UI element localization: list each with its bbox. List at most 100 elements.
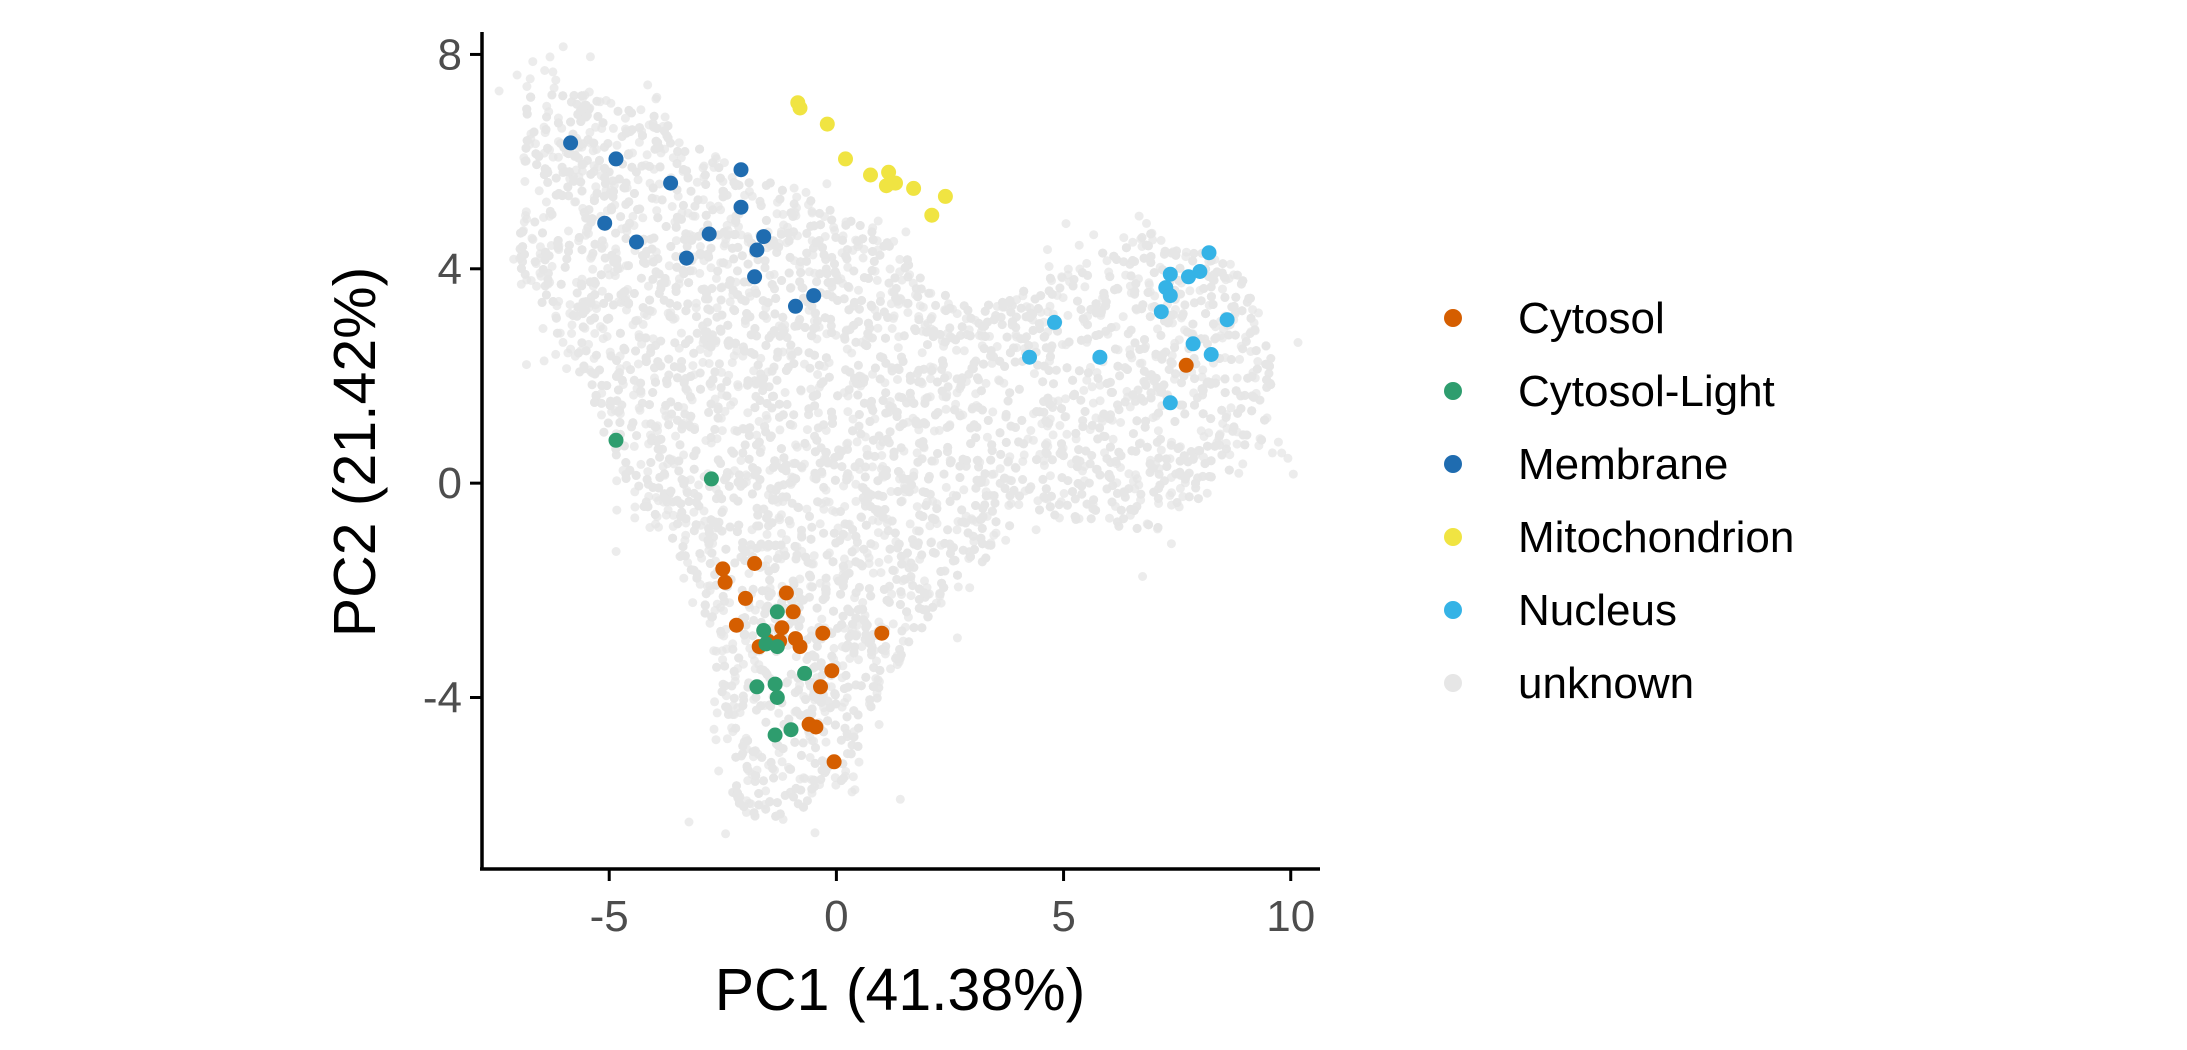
- point-unknown: [636, 459, 646, 469]
- point-unknown: [683, 208, 693, 218]
- point-unknown: [872, 693, 882, 703]
- point-unknown: [872, 275, 882, 285]
- point-unknown: [864, 553, 874, 563]
- point-unknown: [634, 481, 644, 491]
- point-unknown: [541, 125, 551, 135]
- point-unknown: [695, 242, 705, 251]
- point-unknown: [743, 471, 753, 481]
- point-unknown: [802, 504, 812, 514]
- point-unknown: [1190, 374, 1200, 384]
- point-unknown: [1005, 521, 1015, 531]
- point-unknown: [1218, 284, 1227, 294]
- point-unknown: [712, 662, 722, 672]
- point-unknown: [1095, 380, 1105, 390]
- point-unknown: [549, 83, 559, 93]
- point-unknown: [710, 424, 720, 434]
- point-unknown: [895, 254, 905, 264]
- point-unknown: [967, 404, 977, 414]
- point-unknown: [802, 425, 812, 435]
- point-unknown: [686, 186, 696, 196]
- point-unknown: [553, 152, 563, 162]
- point-unknown: [1060, 412, 1070, 422]
- point-unknown: [629, 441, 639, 451]
- point-unknown: [778, 772, 788, 781]
- point-unknown: [588, 264, 598, 274]
- point-unknown: [1198, 365, 1208, 375]
- point-unknown: [670, 338, 680, 348]
- point-unknown: [664, 261, 674, 271]
- point-unknown: [959, 485, 969, 495]
- point-unknown: [612, 140, 622, 150]
- point-unknown: [765, 797, 775, 807]
- point-unknown: [717, 426, 727, 436]
- point-unknown: [912, 502, 922, 512]
- point-unknown: [564, 226, 573, 236]
- point-unknown: [1106, 458, 1116, 467]
- point-unknown: [590, 329, 600, 338]
- point-unknown: [769, 269, 779, 279]
- point-unknown: [694, 480, 704, 490]
- point-unknown: [873, 323, 883, 333]
- point-unknown: [716, 295, 726, 305]
- point-unknown: [661, 510, 671, 520]
- point-unknown: [1185, 286, 1195, 296]
- point-unknown: [1159, 249, 1169, 259]
- point-unknown: [1180, 300, 1190, 310]
- point-unknown: [853, 360, 863, 370]
- point-unknown: [1156, 445, 1166, 455]
- point-unknown: [817, 614, 827, 624]
- point-unknown: [885, 264, 895, 274]
- point-unknown: [904, 637, 914, 647]
- point-unknown: [868, 462, 877, 472]
- point-unknown: [1014, 384, 1024, 394]
- point-unknown: [628, 211, 638, 221]
- point-unknown: [777, 757, 787, 767]
- point-unknown: [843, 407, 853, 417]
- point-unknown: [1087, 382, 1097, 392]
- point-unknown: [743, 776, 753, 786]
- point-unknown: [716, 283, 726, 293]
- point-unknown: [691, 303, 701, 313]
- point-unknown: [729, 351, 739, 361]
- point-unknown: [854, 655, 863, 665]
- point-unknown: [541, 197, 551, 207]
- point-unknown: [1061, 394, 1070, 404]
- point-unknown: [608, 123, 618, 133]
- point-unknown: [565, 300, 575, 310]
- point-unknown: [973, 455, 983, 465]
- point-unknown: [744, 569, 754, 578]
- point-unknown: [746, 799, 756, 809]
- point-unknown: [676, 328, 686, 338]
- point-unknown: [821, 737, 831, 747]
- point-unknown: [521, 207, 531, 217]
- point-unknown: [813, 408, 823, 418]
- point-unknown: [1248, 305, 1258, 315]
- point-unknown: [926, 374, 935, 384]
- point-unknown: [534, 186, 544, 196]
- point-unknown: [1178, 492, 1188, 502]
- point-unknown: [843, 438, 853, 448]
- point-unknown: [791, 652, 801, 662]
- point-unknown: [988, 407, 998, 417]
- point-unknown: [805, 753, 815, 762]
- point-unknown: [543, 177, 553, 187]
- point-unknown: [782, 399, 792, 409]
- point-unknown: [893, 343, 903, 353]
- point-unknown: [851, 337, 861, 347]
- point-unknown: [664, 354, 674, 364]
- point-unknown: [775, 515, 785, 525]
- point-unknown: [675, 440, 685, 450]
- point-unknown: [711, 273, 721, 283]
- point-unknown: [719, 241, 729, 251]
- point-unknown: [989, 530, 999, 540]
- point-unknown: [1126, 325, 1136, 335]
- point-unknown: [886, 664, 895, 674]
- point-unknown: [870, 451, 880, 461]
- point-unknown: [1175, 483, 1185, 493]
- point-unknown: [592, 96, 602, 106]
- point-unknown: [912, 448, 922, 458]
- point-unknown: [1167, 488, 1177, 498]
- point-unknown: [752, 430, 762, 440]
- point-unknown: [720, 406, 730, 416]
- point-unknown: [815, 519, 825, 529]
